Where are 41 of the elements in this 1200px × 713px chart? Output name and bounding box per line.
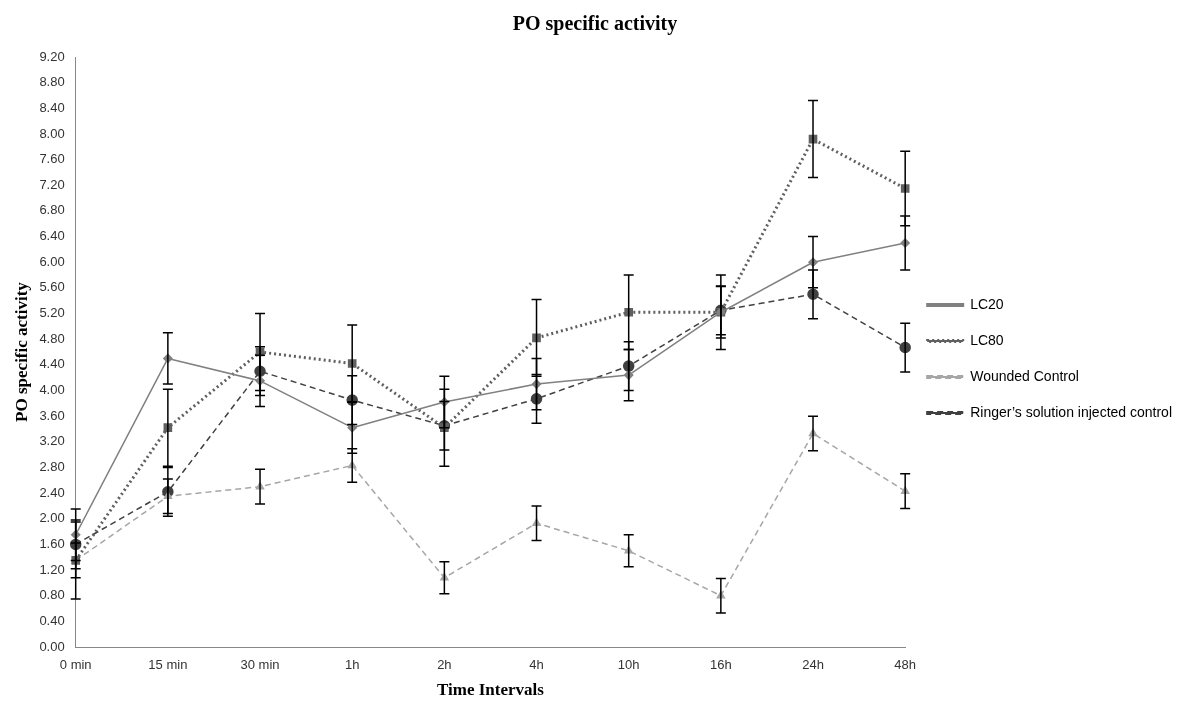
y-tick-label: 2.80 xyxy=(39,459,65,475)
x-tick-label: 48h xyxy=(894,657,917,673)
y-tick-label: 3.20 xyxy=(39,433,65,449)
x-tick-label: 30 min xyxy=(240,657,280,673)
y-tick-label: 2.00 xyxy=(39,510,65,526)
x-tick-label: 0 min xyxy=(59,657,92,673)
chart-title: PO specific activity xyxy=(512,12,678,36)
y-tick-label: 8.40 xyxy=(39,99,65,115)
x-tick-label: 24h xyxy=(802,657,824,673)
y-tick-label: 4.80 xyxy=(39,330,65,346)
y-tick-label: 3.60 xyxy=(39,407,65,423)
y-tick-label: 4.40 xyxy=(39,356,65,372)
y-tick-label: 7.20 xyxy=(39,176,65,192)
x-tick-label: 16h xyxy=(710,657,732,673)
y-tick-label: 7.60 xyxy=(39,151,65,167)
x-tick-label: 2h xyxy=(437,657,452,673)
y-tick-label: 5.60 xyxy=(39,279,65,295)
y-tick-label: 8.80 xyxy=(39,74,65,90)
y-tick-label: 9.20 xyxy=(39,48,65,64)
y-tick-label: 2.40 xyxy=(39,484,65,500)
legend-label: LC20 xyxy=(970,295,1004,312)
x-tick-label: 10h xyxy=(617,657,640,673)
y-tick-label: 0.00 xyxy=(39,638,65,654)
y-tick-label: 0.40 xyxy=(39,612,65,628)
legend-label: Wounded Control xyxy=(970,367,1079,384)
x-axis-title: Time Intervals xyxy=(437,680,545,700)
y-tick-label: 4.00 xyxy=(39,382,65,398)
y-tick-label: 6.00 xyxy=(39,253,65,269)
y-tick-label: 1.20 xyxy=(39,561,65,577)
y-tick-label: 8.00 xyxy=(39,125,65,141)
x-tick-label: 4h xyxy=(529,657,544,673)
y-tick-label: 1.60 xyxy=(39,535,65,551)
y-tick-label: 6.40 xyxy=(39,228,65,244)
y-tick-label: 0.80 xyxy=(39,587,65,603)
legend-label: LC80 xyxy=(970,331,1004,348)
x-tick-label: 15 min xyxy=(148,657,188,673)
y-tick-label: 5.20 xyxy=(39,305,65,321)
legend-label: Ringer’s solution injected control xyxy=(970,403,1173,420)
x-tick-label: 1h xyxy=(344,657,360,673)
y-axis-title: PO specific activity xyxy=(11,281,31,422)
y-tick-label: 6.80 xyxy=(39,202,65,218)
